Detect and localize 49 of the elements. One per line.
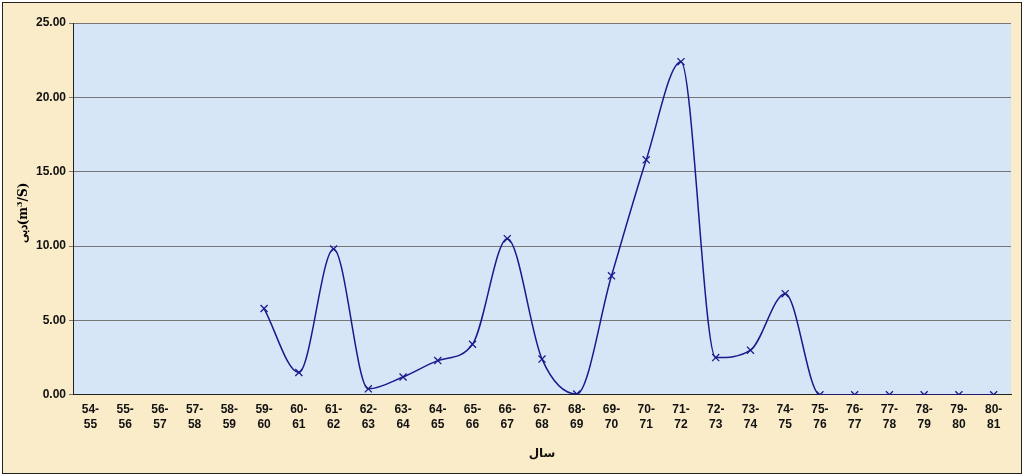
point xyxy=(294,368,304,377)
x-tick-label: 78-79 xyxy=(915,402,933,431)
x-tick-label: 76-77 xyxy=(846,402,864,431)
point xyxy=(468,340,477,349)
point xyxy=(746,346,755,355)
point xyxy=(259,304,269,313)
point xyxy=(607,271,616,281)
x-tick-label: 63-64 xyxy=(394,402,412,431)
point xyxy=(711,353,720,362)
x-tick-label: 59-60 xyxy=(255,402,273,431)
x-tick-label: 66-67 xyxy=(498,402,516,431)
point xyxy=(329,244,338,254)
x-tick-label: 68-69 xyxy=(568,402,586,431)
point xyxy=(781,289,790,298)
x-tick-label: 54-55 xyxy=(81,402,100,431)
x-tick-label: 77-78 xyxy=(880,402,899,431)
y-tick-label: 25.00 xyxy=(36,15,67,30)
x-tick-label: 62-63 xyxy=(359,402,377,431)
point xyxy=(676,57,686,66)
x-axis-title: سال xyxy=(528,445,556,460)
point xyxy=(537,354,547,364)
x-tick-label: 79-80 xyxy=(950,402,968,431)
x-tick-label: 70-71 xyxy=(637,402,655,431)
x-tick-label: 55-56 xyxy=(116,402,134,431)
y-tick-label: 20.00 xyxy=(36,89,67,104)
point xyxy=(398,372,408,382)
x-tick-label: 74-75 xyxy=(776,402,794,431)
y-tick-label: 5.00 xyxy=(42,312,67,327)
y-tick-label: 10.00 xyxy=(36,238,67,253)
x-tick-label: 65-66 xyxy=(463,402,482,431)
point xyxy=(433,356,442,365)
x-tick-label: 64-65 xyxy=(429,402,447,431)
x-tick-label: 71-72 xyxy=(672,402,690,431)
x-tick-label: 67-68 xyxy=(533,402,551,431)
x-tick-label: 57-58 xyxy=(185,402,204,431)
point xyxy=(642,155,651,165)
x-tick-label: 80-81 xyxy=(984,402,1003,431)
point xyxy=(364,384,373,394)
x-tick-label: 61-62 xyxy=(324,402,343,431)
x-tick-label: 58-59 xyxy=(220,402,239,431)
x-tick-label: 60-61 xyxy=(290,402,308,431)
x-tick-label: 73-74 xyxy=(741,402,760,431)
x-tick-label: 56-57 xyxy=(151,402,169,431)
x-tick-label: 69-70 xyxy=(602,402,621,431)
x-tick-label: 75-76 xyxy=(811,402,829,431)
y-tick-label: 0.00 xyxy=(42,387,67,402)
x-tick-label: 72-73 xyxy=(707,402,725,431)
y-tick-label: 15.00 xyxy=(36,164,67,179)
point xyxy=(503,234,512,243)
